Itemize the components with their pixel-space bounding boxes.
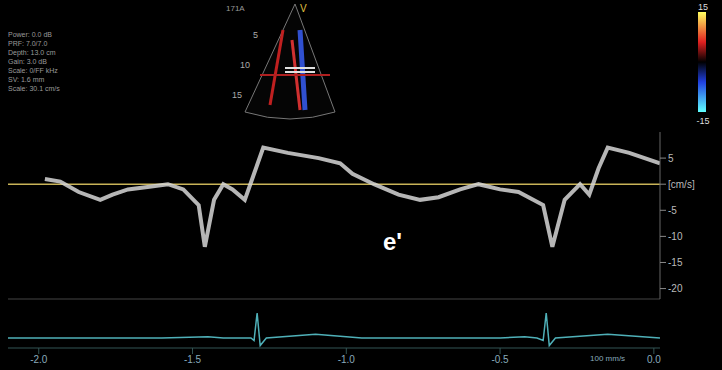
svg-text:-0.5: -0.5 [491, 354, 509, 365]
svg-text:-15: -15 [696, 116, 709, 126]
svg-text:-15: -15 [668, 257, 683, 268]
svg-text:-5: -5 [668, 205, 677, 216]
svg-text:e': e' [383, 228, 402, 255]
html-text:Gain: 3.0 dB: Gain: 3.0 dB [8, 58, 47, 65]
svg-text:5: 5 [253, 30, 258, 40]
svg-text:[cm/s]: [cm/s] [668, 179, 695, 190]
html-text:SV: 1.6 mm: SV: 1.6 mm [8, 76, 45, 83]
svg-text:15: 15 [698, 2, 708, 12]
svg-text:0.0: 0.0 [647, 354, 661, 365]
svg-text:15: 15 [232, 90, 242, 100]
html-text:Depth: 13.0 cm: Depth: 13.0 cm [8, 49, 56, 56]
html-text:171A: 171A [226, 4, 245, 13]
html-text:PRF: 7.0/7.0: PRF: 7.0/7.0 [8, 40, 48, 47]
svg-text:-2.0: -2.0 [30, 354, 48, 365]
svg-text:10: 10 [240, 60, 250, 70]
svg-text:-20: -20 [668, 283, 683, 294]
html-text:Scale: 0/FF kHz: Scale: 0/FF kHz [8, 67, 58, 74]
svg-text:-1.5: -1.5 [184, 354, 202, 365]
html-text:Power: 0.0 dB: Power: 0.0 dB [8, 31, 52, 38]
html-text:Scale: 30.1 cm/s: Scale: 30.1 cm/s [8, 85, 60, 92]
html-text:100 mm/s: 100 mm/s [590, 354, 626, 363]
svg-text:-1.0: -1.0 [338, 354, 356, 365]
svg-text:V: V [300, 3, 307, 14]
svg-text:-10: -10 [668, 231, 683, 242]
svg-text:5: 5 [668, 153, 674, 164]
